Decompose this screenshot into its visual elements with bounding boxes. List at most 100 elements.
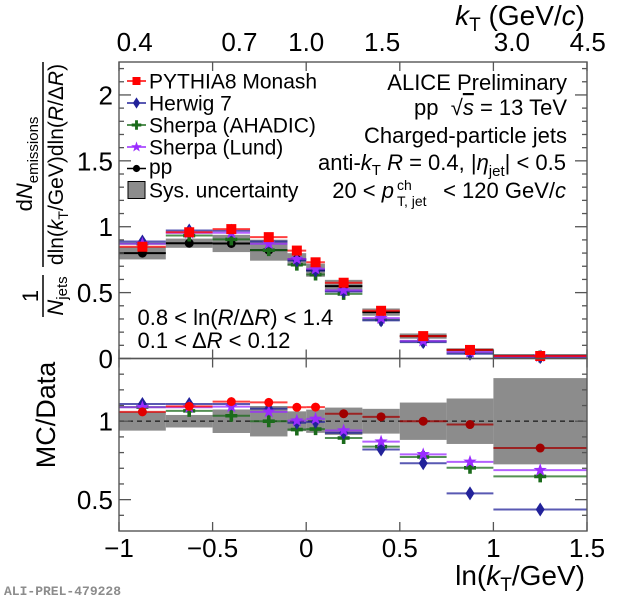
axis-title-part: k — [455, 0, 471, 31]
top-x-tick-label: 4.5 — [570, 27, 606, 57]
axis-title-part: ln( — [455, 560, 487, 591]
point-pythia — [263, 232, 274, 243]
density-denominator: dln(kT/GeV)dln(R/ΔR) — [45, 64, 71, 265]
legend: PYTHIA8 Monash Herwig 7 Sherpa (AHADIC) … — [127, 71, 317, 203]
axis-title-part: k — [486, 560, 502, 591]
point-sherpa_lund — [262, 236, 276, 250]
pt-superscript: ch — [397, 177, 412, 193]
point-sherpa_ahadic — [225, 233, 238, 246]
axis-title-subscript: T — [469, 15, 481, 36]
axis-title-part: ) — [576, 0, 585, 31]
pt-symbol: p — [381, 178, 394, 203]
legend-marker-sherpa_ahadic — [131, 120, 142, 130]
axis-title-subscript: T — [500, 575, 512, 596]
jet-def-part: η — [477, 150, 489, 175]
pt-range-part: < 120 GeV/ — [437, 178, 556, 203]
delta-r-cut-label: 0.1 < ΔR < 0.12 — [138, 328, 291, 353]
legend-marker-pythia — [132, 77, 141, 85]
tick-labels: −1 −0.5 0 0.5 1 1.5 0.4 0.7 1.0 1.5 3.0 4.5 0 0.5 1 1.5… — [77, 27, 606, 563]
ratio-point-pythia — [226, 397, 236, 407]
top-x-axis-title: kT (GeV/c) — [455, 0, 585, 36]
legend-label-sherpa-lund: Sherpa (Lund) — [149, 137, 283, 160]
jet-def-part: anti- — [318, 150, 361, 175]
ratio-point-pythia — [339, 409, 349, 419]
point-pythia — [226, 224, 237, 235]
ytitle-part: ) — [45, 64, 68, 71]
ytitle-part: dln( — [45, 230, 68, 265]
ytitle-part: R — [45, 71, 68, 86]
ytitle-part: N — [12, 183, 37, 199]
ratio-sys-uncertainty-band — [119, 411, 166, 431]
x-tick-label: −0.5 — [187, 533, 238, 563]
upper-y-tick-label: 1.5 — [77, 146, 113, 176]
ratio-point-sherpa_ahadic — [534, 470, 547, 483]
ytitle-subscript: jets — [54, 276, 71, 300]
upper-y-tick-label: 0 — [99, 344, 113, 374]
ratio-point-pythia — [184, 401, 194, 411]
ratio-point-herwig — [535, 502, 545, 517]
x-axis-title: ln(kT/GeV) — [455, 560, 585, 596]
ratio-point-sherpa_lund — [336, 423, 351, 437]
jet-definition-label: anti-kT R = 0.4, |ηjet| < 0.5 — [318, 150, 566, 180]
ratio-point-pythia — [465, 420, 475, 430]
top-x-tick-label: 3.0 — [494, 27, 530, 57]
cut-part: /Δ — [234, 305, 255, 330]
legend-markers — [127, 77, 146, 199]
jet-def-part: k — [361, 150, 373, 175]
ratio-point-pythia — [264, 397, 274, 407]
cut-part: ) < 1.4 — [270, 305, 333, 330]
top-x-tick-label: 0.4 — [117, 27, 153, 57]
legend-label-pythia: PYTHIA8 Monash — [149, 71, 317, 94]
ratio-point-herwig — [418, 456, 428, 471]
ratio-point-sherpa_lund — [290, 413, 304, 427]
ratio-point-sherpa_ahadic — [464, 461, 477, 474]
pt-range-part: 20 < — [332, 178, 382, 203]
collision-energy: = 13 TeV — [474, 95, 567, 120]
ratio-point-pythia — [376, 412, 386, 422]
point-pythia — [291, 245, 302, 256]
point-sherpa_lund — [290, 252, 304, 265]
ytitle-subscript: T — [55, 211, 71, 220]
x-tick-label: 0.5 — [382, 533, 418, 563]
ratio-point-sherpa_lund — [262, 404, 276, 418]
axis-title-part: (GeV/ — [481, 0, 562, 31]
norm-denominator: Njets — [43, 276, 71, 315]
axis-title-part: /GeV) — [512, 560, 585, 591]
ratio-point-pythia — [137, 407, 147, 417]
point-pythia — [418, 331, 429, 342]
jet-def-part: R — [387, 150, 403, 175]
jet-def-part: = 0.4, | — [403, 150, 477, 175]
x-tick-label: 1 — [486, 533, 500, 563]
ratio-point-sherpa_lund — [308, 411, 323, 425]
experiment-label: ALICE Preliminary — [387, 70, 567, 95]
ratio-point-sherpa_lund — [533, 463, 547, 476]
jets-label: Charged-particle jets — [364, 123, 567, 148]
legend-label-sherpa-ahadic: Sherpa (AHADIC) — [149, 115, 316, 138]
legend-marker-sherpa_lund — [131, 141, 142, 152]
point-sherpa_lund — [336, 283, 351, 297]
ratio-mc-series — [119, 396, 587, 517]
ytitle-part: N — [43, 300, 68, 316]
top-x-tick-label: 0.7 — [221, 27, 257, 57]
ratio-series-sherpa_ahadic — [119, 401, 587, 483]
legend-label-pp: pp — [149, 156, 172, 179]
density-numerator: dNemissions — [12, 117, 42, 212]
ratio-point-pythia — [311, 402, 321, 412]
point-pythia — [184, 227, 195, 238]
point-pythia — [137, 241, 148, 252]
series-pythia — [119, 224, 587, 361]
point-pythia — [338, 277, 349, 288]
top-x-tick-label: 1.5 — [364, 27, 400, 57]
cut-part: 0.1 < Δ — [138, 328, 207, 353]
data-point-pp — [184, 238, 194, 248]
ratio-y-axis-title: MC/Data — [31, 361, 61, 469]
jet-def-part: | < 0.5 — [505, 150, 566, 175]
point-sherpa_lund — [308, 261, 323, 275]
upper-y-axis-title: 1 Njets dNemissions dln(kT/GeV)dln(R/ΔR) — [12, 62, 71, 317]
pt-range-high: < 120 GeV/c — [437, 178, 566, 203]
ratio-point-herwig — [465, 486, 475, 501]
cut-part: R — [254, 305, 270, 330]
ytitle-part: /GeV)dln( — [45, 121, 68, 211]
